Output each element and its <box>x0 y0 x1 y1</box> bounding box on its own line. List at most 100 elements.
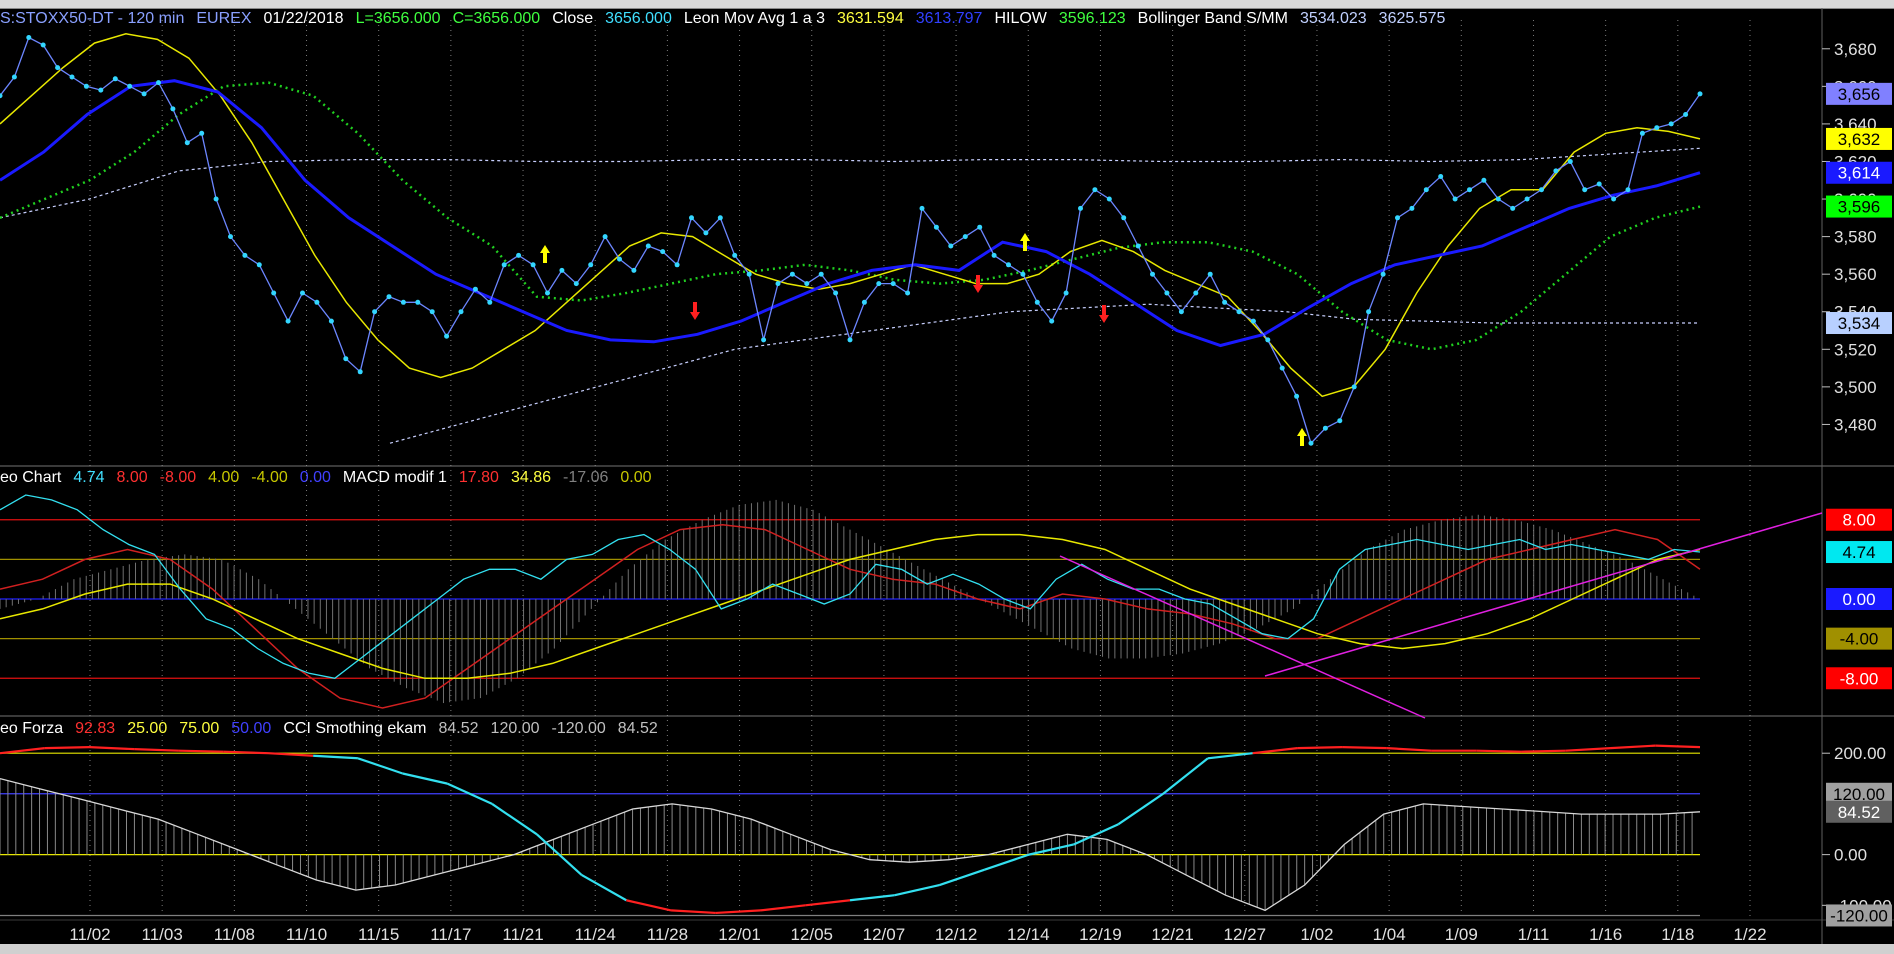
x-tick-label: 1/22 <box>1733 925 1766 944</box>
close-price-point <box>386 294 392 300</box>
close-price-point <box>228 234 233 240</box>
signal-arrow <box>1099 305 1109 323</box>
close-price-point <box>833 290 839 296</box>
x-tick-label: 12/07 <box>863 925 906 944</box>
close-price-point <box>429 309 435 315</box>
close-price-point <box>11 74 17 80</box>
close-price-point <box>83 83 89 89</box>
value-tag-label: -8.00 <box>1840 669 1879 688</box>
x-tick-label: 1/11 <box>1518 925 1550 944</box>
close-price-point <box>933 224 939 230</box>
close-price-point <box>1567 159 1573 164</box>
close-price-point <box>559 267 565 273</box>
y-tick-label: 0.00 <box>1834 846 1867 865</box>
forza-line-segment <box>1386 747 1432 752</box>
x-tick-label: 12/14 <box>1007 925 1050 944</box>
close-price-point <box>1668 121 1674 127</box>
close-price-point <box>1034 299 1040 305</box>
value-tag-label: 3,534 <box>1838 314 1881 333</box>
close-price-point <box>631 267 637 273</box>
forza-line-segment <box>268 752 314 757</box>
close-price-point <box>660 249 666 255</box>
close-price-point <box>1279 365 1285 371</box>
x-tick-label: 12/19 <box>1079 925 1122 944</box>
close-price-point <box>1423 187 1429 193</box>
macd-panel-header: eo Chart 4.74 8.00 -8.00 4.00 -4.00 0.00 MACD m… <box>0 469 664 487</box>
close-price-point <box>300 290 305 296</box>
x-tick-label: 12/27 <box>1224 925 1267 944</box>
header-item: C=3656.000 <box>452 10 541 27</box>
close-price-point <box>1625 187 1631 193</box>
header-item: 8.00 <box>116 469 148 486</box>
value-tag: 120.00 <box>1826 782 1892 805</box>
close-price-point <box>1106 196 1112 202</box>
bollinger-lower-line <box>389 303 1700 444</box>
close-price-point <box>876 281 882 287</box>
close-price-point <box>1481 177 1487 183</box>
close-price-point <box>1092 187 1098 193</box>
y-tick-label: 3,680 <box>1834 40 1877 59</box>
forza-line-segment <box>402 772 448 785</box>
close-price-point <box>415 299 421 305</box>
value-tag-bg <box>1826 312 1892 335</box>
close-price-point <box>674 262 680 268</box>
forza-line-segment <box>670 909 716 915</box>
close-price-point <box>761 337 767 343</box>
value-tag-bg <box>1826 800 1892 823</box>
forza-line-segment <box>1162 757 1209 795</box>
forza-line-segment <box>581 873 627 902</box>
value-tag: 8.00 <box>1826 508 1892 531</box>
close-price-point <box>444 333 450 339</box>
trend-line <box>1264 512 1823 677</box>
header-item: Leon Mov Avg 1 a 3 <box>683 10 825 27</box>
y-tick-label: 3,480 <box>1834 415 1877 434</box>
signal-arrow <box>1297 428 1307 446</box>
header-item: Close <box>552 10 594 27</box>
forza-line-segment <box>44 746 90 750</box>
value-tag-label: 84.52 <box>1838 803 1881 822</box>
x-tick-label: 11/17 <box>430 925 471 944</box>
value-tag-label: 4.74 <box>1842 543 1875 562</box>
value-tag-bg <box>1826 508 1892 531</box>
x-tick-label: 12/05 <box>790 925 833 944</box>
header-item: 0.00 <box>620 469 652 486</box>
close-price-point <box>905 290 911 296</box>
close-price-point <box>372 309 378 315</box>
close-price-point <box>775 281 781 287</box>
close-price-point <box>1395 215 1400 221</box>
y-tick-label: 200.00 <box>1834 744 1886 763</box>
header-item: -17.06 <box>563 469 609 486</box>
header-item: 3613.797 <box>915 10 983 27</box>
header-item: 3656.000 <box>605 10 672 27</box>
macd-yellow-line <box>0 533 1701 680</box>
close-price-point <box>1006 262 1011 268</box>
close-price-point <box>804 281 810 287</box>
close-price-point <box>1467 187 1472 193</box>
close-price-point <box>588 262 594 268</box>
header-item: L=3656.000 <box>355 10 441 27</box>
close-price-point <box>516 252 522 258</box>
signal-arrow <box>690 302 700 320</box>
value-tag-label: 3,632 <box>1838 130 1881 149</box>
close-price-point <box>789 271 795 277</box>
forza-line-segment <box>849 894 895 902</box>
y-tick-label: 3,560 <box>1834 265 1877 284</box>
forza-line-segment <box>536 833 583 876</box>
close-price-point <box>962 234 968 240</box>
x-tick-label: 1/02 <box>1300 925 1333 944</box>
value-tag: 3,614 <box>1826 161 1892 184</box>
close-price-point <box>0 93 3 99</box>
value-tag: -120.00 <box>1826 904 1892 927</box>
x-tick-label: 1/04 <box>1373 925 1406 944</box>
value-tag: 3,596 <box>1826 195 1892 218</box>
close-price-point <box>1121 215 1127 221</box>
value-tag: 0.00 <box>1826 588 1892 610</box>
signal-arrow <box>1020 233 1030 251</box>
cci-line <box>0 777 1701 912</box>
signal-arrow-shape <box>1297 428 1307 446</box>
close-price-point <box>1178 309 1184 315</box>
forza-line-segment <box>1028 843 1074 856</box>
forza-line-segment <box>1342 746 1387 750</box>
close-price-point <box>1265 337 1271 343</box>
